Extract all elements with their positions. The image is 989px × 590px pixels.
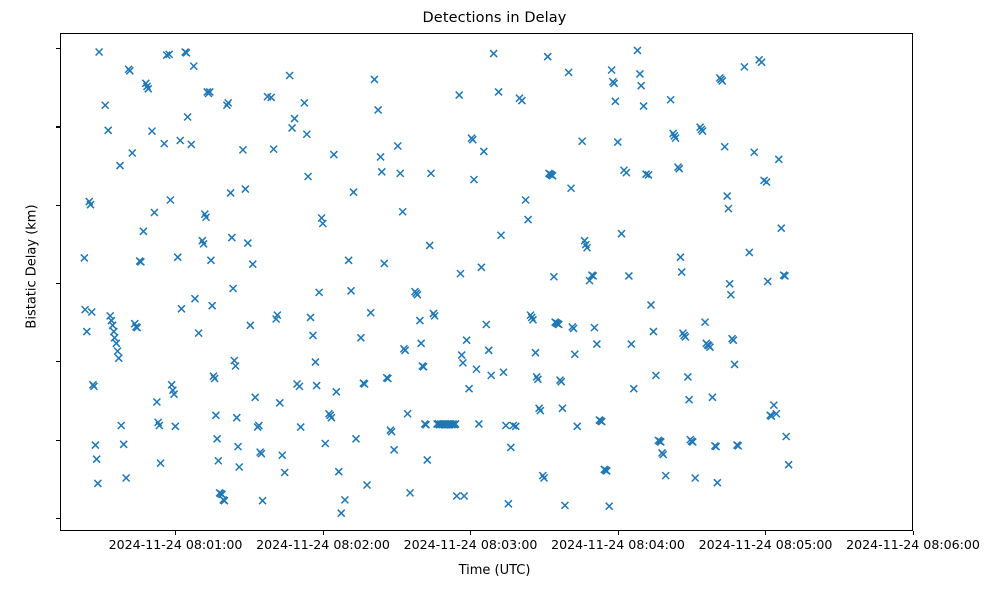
y-tick-mark (56, 283, 60, 285)
x-tick-mark (322, 531, 324, 535)
y-tick-mark (56, 126, 60, 128)
y-tick-mark (56, 361, 60, 363)
scatter-points-layer (80, 46, 793, 518)
y-axis-label: Bistatic Delay (km) (24, 204, 40, 329)
x-tick-label: 2024-11-24 08:05:00 (698, 537, 833, 552)
x-tick-mark (765, 531, 767, 535)
x-tick-label: 2024-11-24 08:02:00 (256, 537, 390, 552)
x-tick-mark (175, 531, 177, 535)
x-axis-label: Time (UTC) (458, 563, 531, 578)
x-tick-label: 2024-11-24 08:06:00 (846, 537, 980, 552)
y-tick-mark (56, 439, 60, 441)
x-tick-mark (470, 531, 472, 535)
x-tick-label: 2024-11-24 08:01:00 (108, 537, 243, 552)
page-title: Detections in Delay (422, 10, 567, 26)
y-tick-mark (56, 48, 60, 50)
y-tick-mark (56, 517, 60, 520)
x-tick-mark (617, 531, 619, 535)
plot-area (60, 33, 913, 531)
x-tick-label: 2024-11-24 08:03:00 (403, 537, 538, 552)
x-tick-label: 2024-11-24 08:04:00 (551, 537, 685, 552)
y-tick-mark (56, 204, 60, 206)
x-tick-mark (912, 531, 914, 535)
